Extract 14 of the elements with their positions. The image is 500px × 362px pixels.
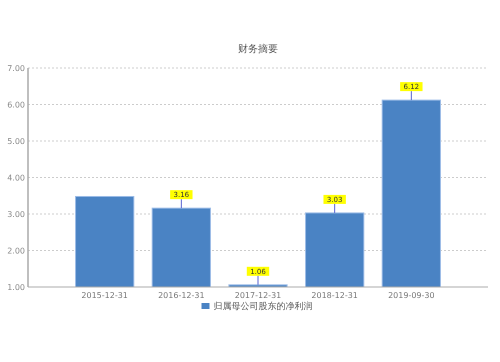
legend-label: 归属母公司股东的净利润 (214, 301, 312, 312)
y-tick-label: 4.00 (7, 174, 25, 182)
y-tick-label: 3.00 (7, 210, 25, 219)
y-tick-label: 2.00 (7, 246, 25, 256)
x-tick-label: 2017-12-31 (234, 291, 282, 300)
x-tick-label: 2015-12-31 (81, 291, 128, 300)
chart-title: 财务摘要 (238, 43, 278, 55)
x-tick-label: 2018-12-31 (311, 291, 358, 300)
x-tick-label: 2019-09-30 (388, 291, 435, 300)
y-tick-label: 7.00 (7, 64, 25, 73)
y-tick-label: 1.00 (7, 283, 25, 292)
y-tick-label: 5.00 (7, 137, 25, 146)
y-tick-label: 6.00 (7, 100, 25, 110)
x-tick-label: 2016-12-31 (158, 291, 205, 300)
